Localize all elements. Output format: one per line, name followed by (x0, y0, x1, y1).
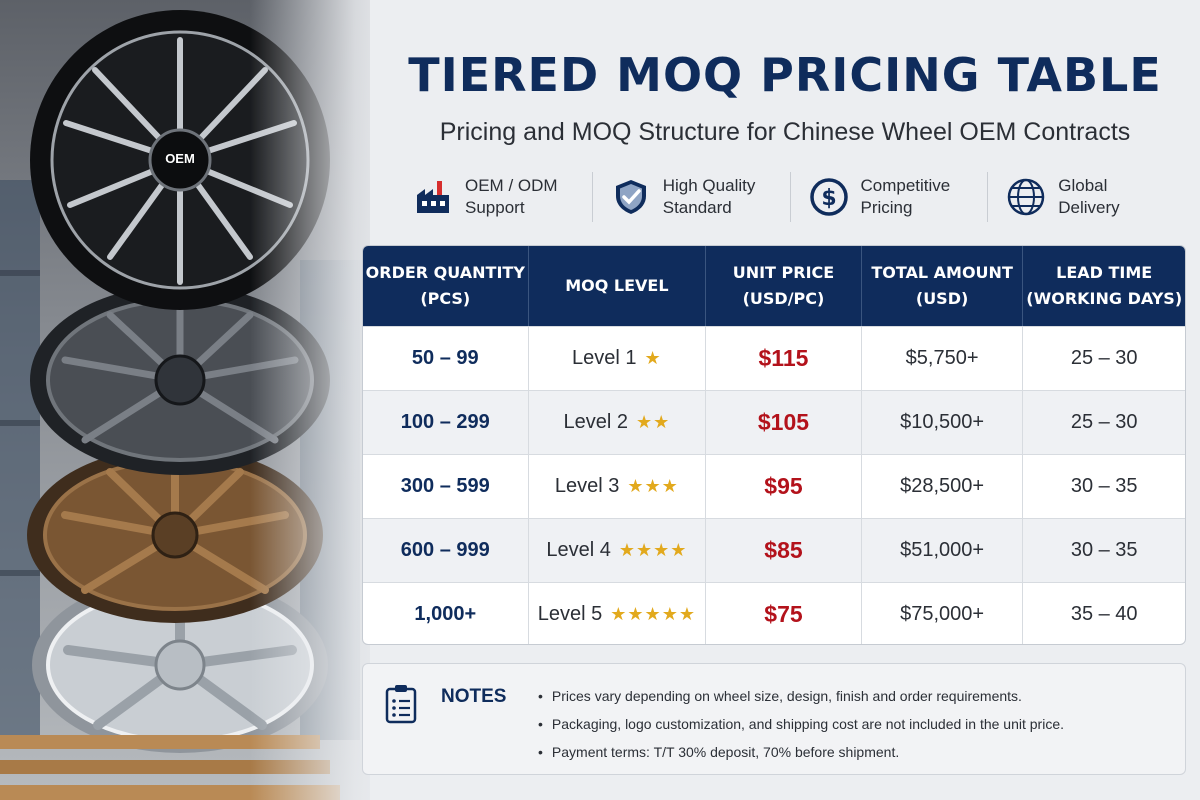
wheel-center-badge: OEM (165, 151, 195, 166)
feature-label: Delivery (1058, 198, 1120, 217)
shield-check-icon (615, 180, 646, 214)
unit-price-cell: $115 (706, 327, 862, 390)
column-header-moq-level: MOQ LEVEL (529, 246, 707, 326)
column-header-lead-time: LEAD TIME (WORKING DAYS) (1026, 263, 1183, 308)
dollar-coin-icon: $ (809, 178, 848, 216)
star-rating-icon: ★★★★★ (610, 604, 696, 624)
table-row: 1,000+ Level 5 ★★★★★ $75 $75,000+ 35 – 4… (363, 582, 1185, 644)
column-header-unit-price: UNIT PRICE (USD/PC) (706, 246, 862, 326)
table-header: ORDER QUANTITY (PCS) MOQ LEVEL UNIT PRIC… (363, 246, 1185, 326)
lead-time-cell: 25 – 30 (1070, 411, 1138, 433)
lead-time-cell: 30 – 35 (1070, 475, 1138, 497)
total-amount-cell: $51,000+ (862, 519, 1024, 582)
unit-price-cell: $85 (706, 519, 862, 582)
level-label: Level 1 (572, 347, 637, 369)
notes-list: Prices vary depending on wheel size, des… (538, 682, 1064, 766)
feature-label: High Quality (662, 176, 756, 195)
moq-level-cell: Level 5 ★★★★★ (529, 583, 707, 644)
feature-competitive-pricing: $ Competitive Pricing (791, 172, 989, 222)
star-rating-icon: ★★★ (627, 476, 679, 496)
total-amount-cell: $5,750+ (862, 327, 1024, 390)
svg-text:$: $ (821, 186, 836, 211)
order-quantity-cell: 300 – 599 (363, 455, 529, 518)
globe-icon (1008, 178, 1045, 216)
pricing-table: ORDER QUANTITY (PCS) MOQ LEVEL UNIT PRIC… (362, 245, 1186, 645)
order-quantity-cell: 50 – 99 (363, 327, 529, 390)
table-row: 100 – 299 Level 2 ★★ $105 $10,500+ 25 – … (363, 390, 1185, 454)
star-rating-icon: ★★★★ (618, 540, 688, 560)
unit-price-cell: $75 (706, 583, 862, 644)
table-row: 300 – 599 Level 3 ★★★ $95 $28,500+ 30 – … (363, 454, 1185, 518)
factory-icon (417, 181, 449, 213)
notes-title: NOTES (441, 686, 507, 707)
column-header-total-amount: TOTAL AMOUNT (USD) (862, 246, 1024, 326)
feature-high-quality: High Quality Standard (593, 172, 791, 222)
table-row: 600 – 999 Level 4 ★★★★ $85 $51,000+ 30 –… (363, 518, 1185, 582)
order-quantity-cell: 100 – 299 (363, 391, 529, 454)
level-label: Level 5 (537, 603, 603, 625)
unit-price-cell: $95 (706, 455, 862, 518)
wheel-stack-photo: OEM (0, 0, 370, 800)
column-header-order-quantity: ORDER QUANTITY (PCS) (363, 246, 529, 326)
feature-label: Global (1058, 176, 1108, 195)
feature-label: Standard (662, 198, 732, 217)
feature-row: OEM / ODM Support High Quality Standard … (395, 172, 1185, 222)
feature-oem-odm: OEM / ODM Support (395, 172, 593, 222)
total-amount-cell: $10,500+ (862, 391, 1024, 454)
moq-level-cell: Level 1 ★ (529, 327, 707, 390)
lead-time-cell: 35 – 40 (1070, 603, 1138, 625)
feature-label: Competitive (860, 176, 951, 195)
note-item: Payment terms: T/T 30% deposit, 70% befo… (538, 738, 1064, 766)
total-amount-cell: $28,500+ (862, 455, 1024, 518)
unit-price-cell: $105 (706, 391, 862, 454)
level-label: Level 3 (554, 475, 620, 497)
star-rating-icon: ★★ (635, 412, 671, 432)
table-row: 50 – 99 Level 1 ★ $115 $5,750+ 25 – 30 (363, 326, 1185, 390)
photo-fade-overlay (250, 0, 370, 800)
moq-level-cell: Level 4 ★★★★ (529, 519, 707, 582)
feature-label: OEM / ODM (465, 176, 558, 195)
feature-global-delivery: Global Delivery (988, 172, 1185, 222)
feature-label: Support (465, 198, 525, 217)
page-title: TIERED MOQ PRICING TABLE (408, 48, 1162, 102)
star-rating-icon: ★ (644, 348, 662, 368)
lead-time-cell: 30 – 35 (1070, 539, 1138, 561)
level-label: Level 2 (563, 411, 628, 433)
moq-level-cell: Level 2 ★★ (529, 391, 707, 454)
order-quantity-cell: 600 – 999 (363, 519, 529, 582)
notes-panel: NOTES Prices vary depending on wheel siz… (362, 663, 1186, 775)
total-amount-cell: $75,000+ (862, 583, 1024, 644)
note-item: Packaging, logo customization, and shipp… (538, 710, 1064, 738)
level-label: Level 4 (546, 539, 611, 561)
moq-level-cell: Level 3 ★★★ (529, 455, 707, 518)
order-quantity-cell: 1,000+ (363, 583, 529, 644)
feature-label: Pricing (860, 198, 913, 217)
page-subtitle: Pricing and MOQ Structure for Chinese Wh… (439, 118, 1131, 146)
lead-time-cell: 25 – 30 (1070, 347, 1138, 369)
note-item: Prices vary depending on wheel size, des… (538, 682, 1064, 710)
clipboard-icon (385, 685, 417, 724)
